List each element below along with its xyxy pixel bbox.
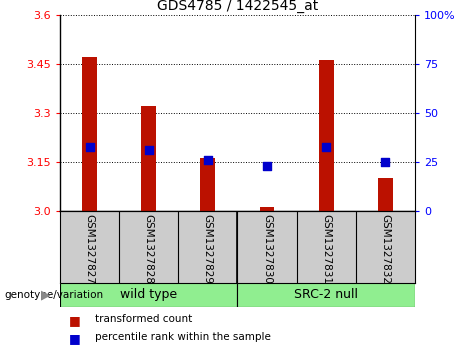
Text: GSM1327830: GSM1327830: [262, 214, 272, 284]
Text: ■: ■: [69, 332, 81, 345]
Point: [382, 159, 389, 165]
Bar: [319, 60, 334, 211]
Bar: [60, 283, 237, 307]
Text: GSM1327828: GSM1327828: [144, 214, 154, 284]
Point: [263, 164, 271, 170]
Point: [322, 144, 330, 150]
Bar: [141, 106, 156, 211]
Point: [145, 147, 152, 153]
Bar: [237, 283, 415, 307]
Text: GSM1327831: GSM1327831: [321, 214, 331, 284]
Text: GSM1327832: GSM1327832: [380, 214, 390, 284]
Title: GDS4785 / 1422545_at: GDS4785 / 1422545_at: [157, 0, 318, 13]
Bar: [82, 57, 97, 211]
Text: percentile rank within the sample: percentile rank within the sample: [95, 332, 271, 342]
Bar: [260, 207, 274, 211]
Text: transformed count: transformed count: [95, 314, 192, 324]
Text: GSM1327829: GSM1327829: [203, 214, 213, 284]
Point: [86, 144, 93, 150]
Text: wild type: wild type: [120, 289, 177, 301]
Text: genotype/variation: genotype/variation: [5, 290, 104, 300]
Text: GSM1327827: GSM1327827: [84, 214, 95, 284]
Text: ■: ■: [69, 314, 81, 327]
Bar: [201, 158, 215, 211]
Point: [204, 157, 212, 163]
Text: SRC-2 null: SRC-2 null: [294, 289, 358, 301]
Text: ▶: ▶: [41, 289, 51, 301]
Bar: [378, 178, 393, 211]
